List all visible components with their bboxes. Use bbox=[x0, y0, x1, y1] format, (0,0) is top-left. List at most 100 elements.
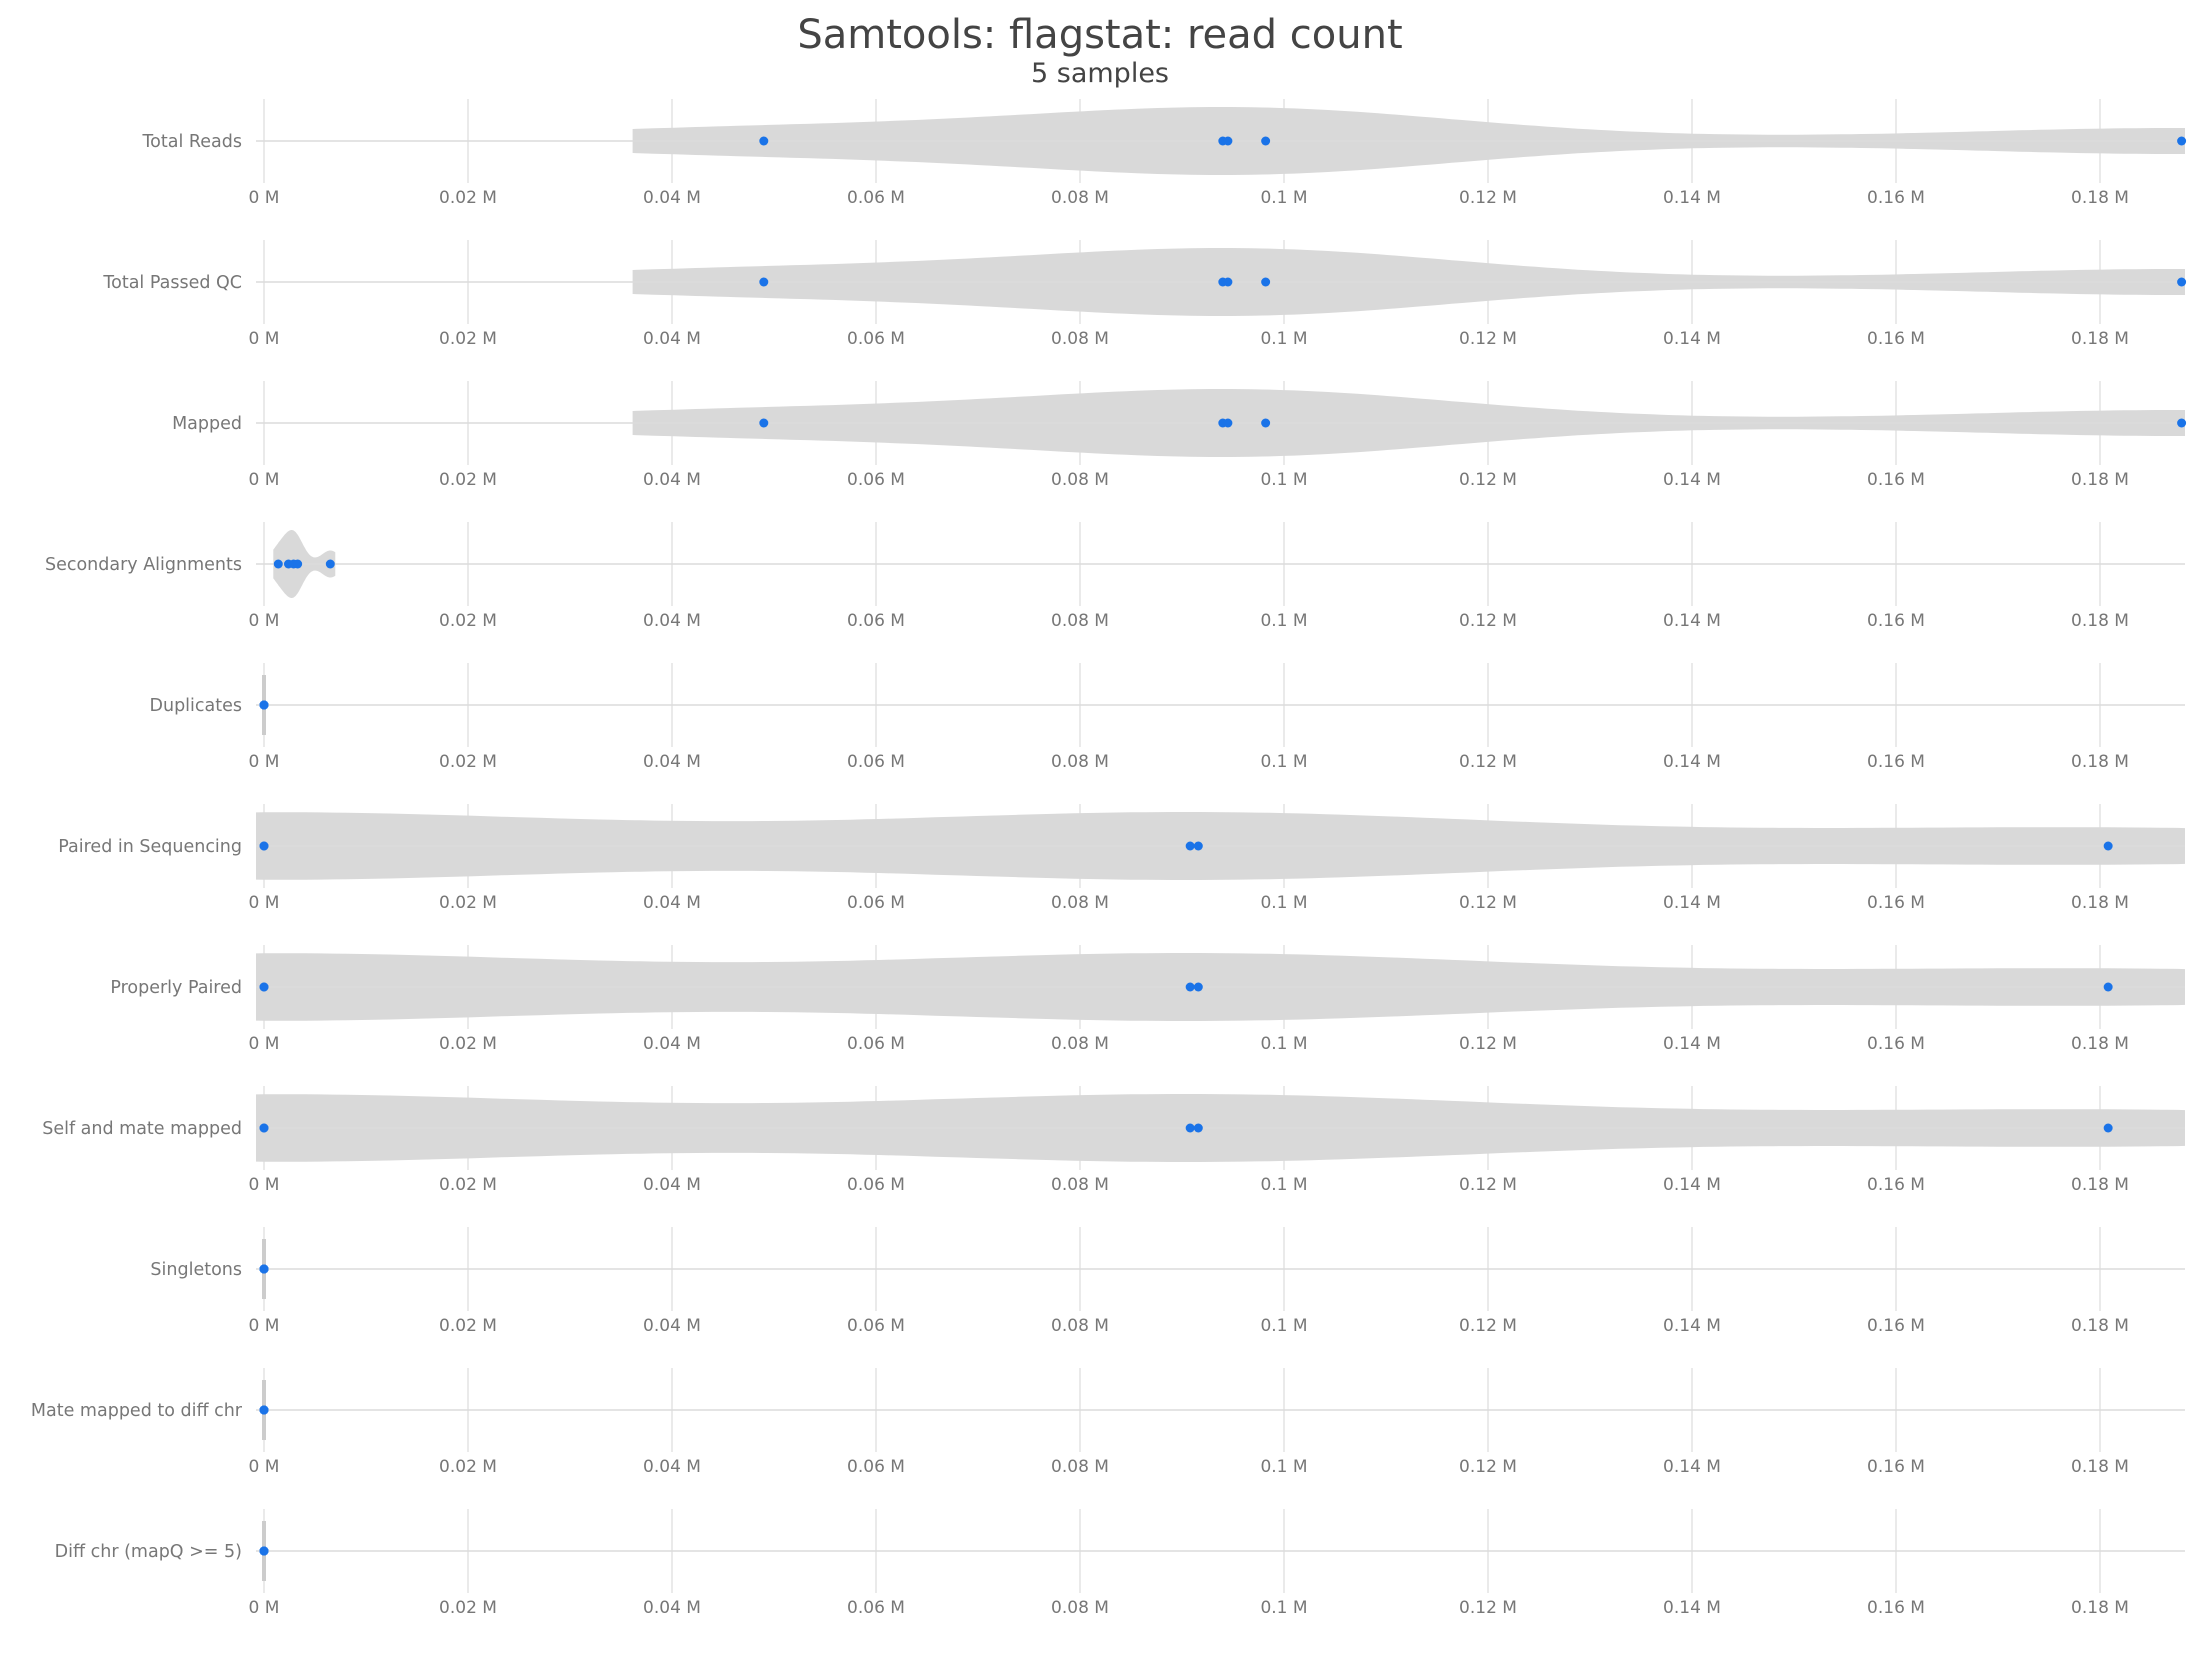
tick-label: 0.04 M bbox=[643, 893, 701, 913]
tick-label: 0.08 M bbox=[1051, 893, 1109, 913]
data-point[interactable] bbox=[2177, 418, 2187, 428]
data-point[interactable] bbox=[1185, 1123, 1195, 1133]
data-point[interactable] bbox=[259, 841, 269, 851]
tick-label: 0.1 M bbox=[1260, 1598, 1307, 1618]
tick-label: 0.18 M bbox=[2071, 1457, 2129, 1477]
data-point[interactable] bbox=[1185, 841, 1195, 851]
data-point[interactable] bbox=[759, 418, 769, 428]
tick-label: 0.1 M bbox=[1260, 1175, 1307, 1195]
tick-label: 0 M bbox=[249, 188, 280, 208]
violin-row: Properly Paired 0 M 0.02 M 0.04 M 0.06 M 0.08… bbox=[110, 945, 2185, 1054]
tick-label: 0.1 M bbox=[1260, 1316, 1307, 1336]
tick-label: 0.18 M bbox=[2071, 1598, 2129, 1618]
row-label: Secondary Alignments bbox=[45, 555, 242, 575]
tick-label: 0 M bbox=[249, 893, 280, 913]
tick-label: 0.02 M bbox=[439, 470, 497, 490]
tick-label: 0.16 M bbox=[1867, 1034, 1925, 1054]
tick-label: 0.14 M bbox=[1663, 752, 1721, 772]
tick-label: 0.14 M bbox=[1663, 1175, 1721, 1195]
tick-label: 0.06 M bbox=[847, 611, 905, 631]
data-point[interactable] bbox=[325, 559, 335, 569]
chart-subtitle: 5 samples bbox=[1031, 58, 1169, 89]
tick-label: 0.06 M bbox=[847, 752, 905, 772]
data-point[interactable] bbox=[1193, 841, 1203, 851]
tick-label: 0.18 M bbox=[2071, 752, 2129, 772]
data-point[interactable] bbox=[259, 1546, 269, 1556]
tick-label: 0.1 M bbox=[1260, 329, 1307, 349]
tick-label: 0.14 M bbox=[1663, 611, 1721, 631]
tick-label: 0.06 M bbox=[847, 1598, 905, 1618]
chart-title: Samtools: flagstat: read count bbox=[797, 12, 1403, 58]
tick-label: 0 M bbox=[249, 752, 280, 772]
tick-label: 0.14 M bbox=[1663, 188, 1721, 208]
tick-label: 0.04 M bbox=[643, 1034, 701, 1054]
tick-label: 0.12 M bbox=[1459, 329, 1517, 349]
data-point[interactable] bbox=[1261, 418, 1271, 428]
tick-label: 0.1 M bbox=[1260, 752, 1307, 772]
tick-label: 0.14 M bbox=[1663, 1598, 1721, 1618]
tick-label: 0.12 M bbox=[1459, 470, 1517, 490]
data-point[interactable] bbox=[2103, 841, 2113, 851]
data-point[interactable] bbox=[1193, 1123, 1203, 1133]
data-point[interactable] bbox=[259, 1123, 269, 1133]
tick-label: 0 M bbox=[249, 1316, 280, 1336]
tick-label: 0.16 M bbox=[1867, 752, 1925, 772]
data-point[interactable] bbox=[2177, 277, 2187, 287]
data-point[interactable] bbox=[1261, 136, 1271, 146]
data-point[interactable] bbox=[259, 700, 269, 710]
tick-label: 0.16 M bbox=[1867, 1316, 1925, 1336]
tick-label: 0.04 M bbox=[643, 1598, 701, 1618]
data-point[interactable] bbox=[1223, 136, 1233, 146]
violin-row: Diff chr (mapQ >= 5) 0 M 0.02 M 0.04 M 0.06 … bbox=[55, 1509, 2185, 1618]
row-label: Total Passed QC bbox=[102, 273, 242, 293]
tick-label: 0 M bbox=[249, 611, 280, 631]
data-point[interactable] bbox=[1193, 982, 1203, 992]
tick-label: 0.04 M bbox=[643, 1316, 701, 1336]
tick-label: 0.08 M bbox=[1051, 752, 1109, 772]
tick-label: 0.16 M bbox=[1867, 1175, 1925, 1195]
row-label: Total Reads bbox=[141, 132, 242, 152]
violin-row: Self and mate mapped 0 M 0.02 M 0.04 M 0.06 … bbox=[42, 1086, 2185, 1195]
data-point[interactable] bbox=[759, 136, 769, 146]
tick-label: 0.02 M bbox=[439, 611, 497, 631]
tick-label: 0.08 M bbox=[1051, 1457, 1109, 1477]
tick-label: 0.18 M bbox=[2071, 893, 2129, 913]
tick-label: 0.04 M bbox=[643, 329, 701, 349]
data-point[interactable] bbox=[293, 559, 303, 569]
data-point[interactable] bbox=[259, 982, 269, 992]
tick-label: 0.02 M bbox=[439, 329, 497, 349]
tick-label: 0.06 M bbox=[847, 470, 905, 490]
data-point[interactable] bbox=[273, 559, 283, 569]
tick-label: 0.04 M bbox=[643, 188, 701, 208]
tick-label: 0.18 M bbox=[2071, 1175, 2129, 1195]
data-point[interactable] bbox=[759, 277, 769, 287]
tick-label: 0 M bbox=[249, 470, 280, 490]
tick-label: 0.02 M bbox=[439, 1457, 497, 1477]
data-point[interactable] bbox=[1223, 418, 1233, 428]
data-point[interactable] bbox=[1223, 277, 1233, 287]
tick-label: 0.16 M bbox=[1867, 1457, 1925, 1477]
tick-label: 0.1 M bbox=[1260, 1034, 1307, 1054]
violin-row: Total Reads 0 M 0.02 M 0.04 M 0.06 M 0.08 M 0.… bbox=[141, 99, 2187, 208]
row-label: Self and mate mapped bbox=[42, 1119, 242, 1139]
data-point[interactable] bbox=[2103, 1123, 2113, 1133]
tick-label: 0.16 M bbox=[1867, 470, 1925, 490]
tick-label: 0.04 M bbox=[643, 1457, 701, 1477]
tick-label: 0.08 M bbox=[1051, 1175, 1109, 1195]
data-point[interactable] bbox=[1185, 982, 1195, 992]
tick-label: 0.02 M bbox=[439, 893, 497, 913]
row-label: Properly Paired bbox=[110, 978, 242, 998]
data-point[interactable] bbox=[259, 1405, 269, 1415]
tick-label: 0.18 M bbox=[2071, 611, 2129, 631]
tick-label: 0.08 M bbox=[1051, 1316, 1109, 1336]
tick-label: 0.18 M bbox=[2071, 470, 2129, 490]
data-point[interactable] bbox=[259, 1264, 269, 1274]
tick-label: 0.16 M bbox=[1867, 1598, 1925, 1618]
tick-label: 0.12 M bbox=[1459, 188, 1517, 208]
tick-label: 0.04 M bbox=[643, 752, 701, 772]
tick-label: 0.08 M bbox=[1051, 1034, 1109, 1054]
data-point[interactable] bbox=[2103, 982, 2113, 992]
tick-label: 0 M bbox=[249, 1175, 280, 1195]
data-point[interactable] bbox=[2177, 136, 2187, 146]
data-point[interactable] bbox=[1261, 277, 1271, 287]
